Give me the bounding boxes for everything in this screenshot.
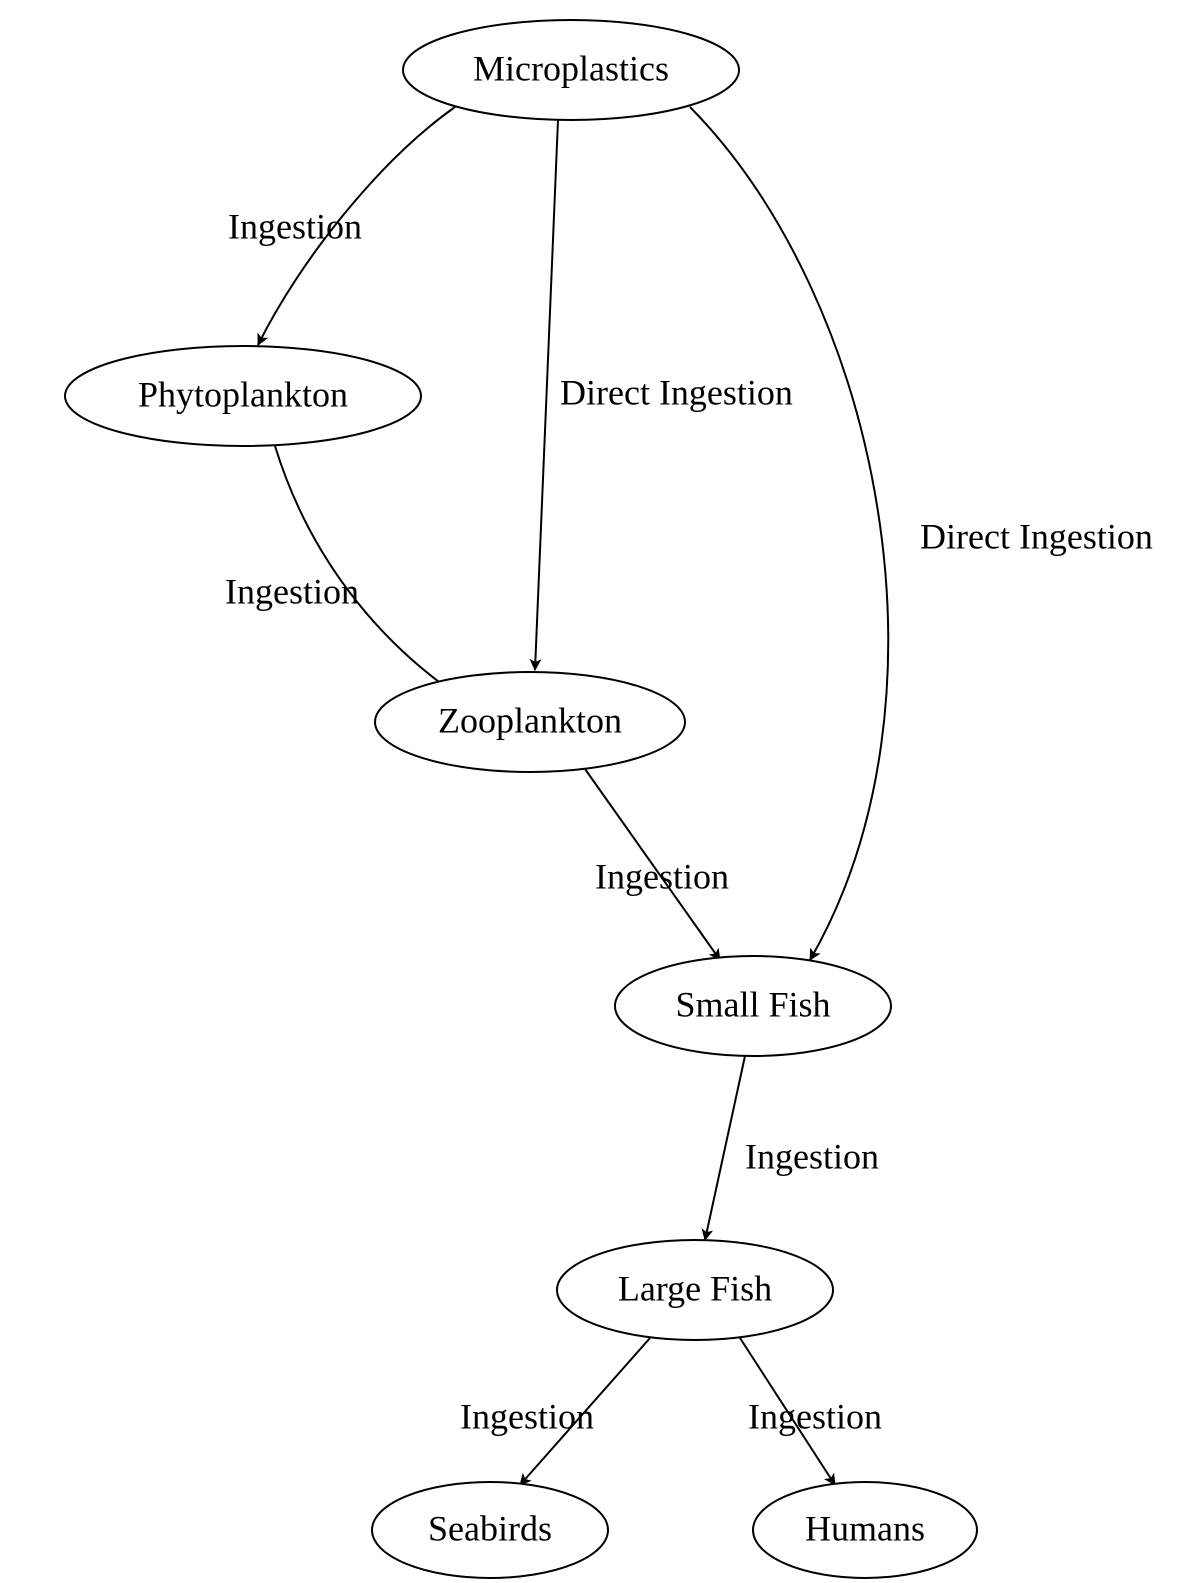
edge-label-largefish-seabirds: Ingestion xyxy=(460,1396,594,1436)
food-chain-diagram: Ingestion Direct Ingestion Direct Ingestio… xyxy=(0,0,1200,1583)
edge-label-microplastics-phytoplankton: Ingestion xyxy=(228,206,362,246)
node-label-zooplankton: Zooplankton xyxy=(438,700,622,740)
node-label-largefish: Large Fish xyxy=(618,1268,772,1308)
edge-label-smallfish-largefish: Ingestion xyxy=(745,1136,879,1176)
edge-microplastics-smallfish xyxy=(690,107,888,960)
edge-label-microplastics-smallfish: Direct Ingestion xyxy=(920,516,1153,556)
edge-label-microplastics-zooplankton: Direct Ingestion xyxy=(560,372,793,412)
node-label-microplastics: Microplastics xyxy=(473,48,669,88)
edge-microplastics-zooplankton xyxy=(535,120,558,670)
edge-phytoplankton-zooplankton xyxy=(275,446,450,690)
node-label-humans: Humans xyxy=(805,1508,925,1548)
edge-label-zooplankton-smallfish: Ingestion xyxy=(595,856,729,896)
edge-label-phytoplankton-zooplankton: Ingestion xyxy=(225,571,359,611)
edge-label-largefish-humans: Ingestion xyxy=(748,1396,882,1436)
edge-smallfish-largefish xyxy=(705,1056,745,1240)
node-label-phytoplankton: Phytoplankton xyxy=(138,374,348,414)
node-label-smallfish: Small Fish xyxy=(675,984,830,1024)
node-label-seabirds: Seabirds xyxy=(428,1508,552,1548)
